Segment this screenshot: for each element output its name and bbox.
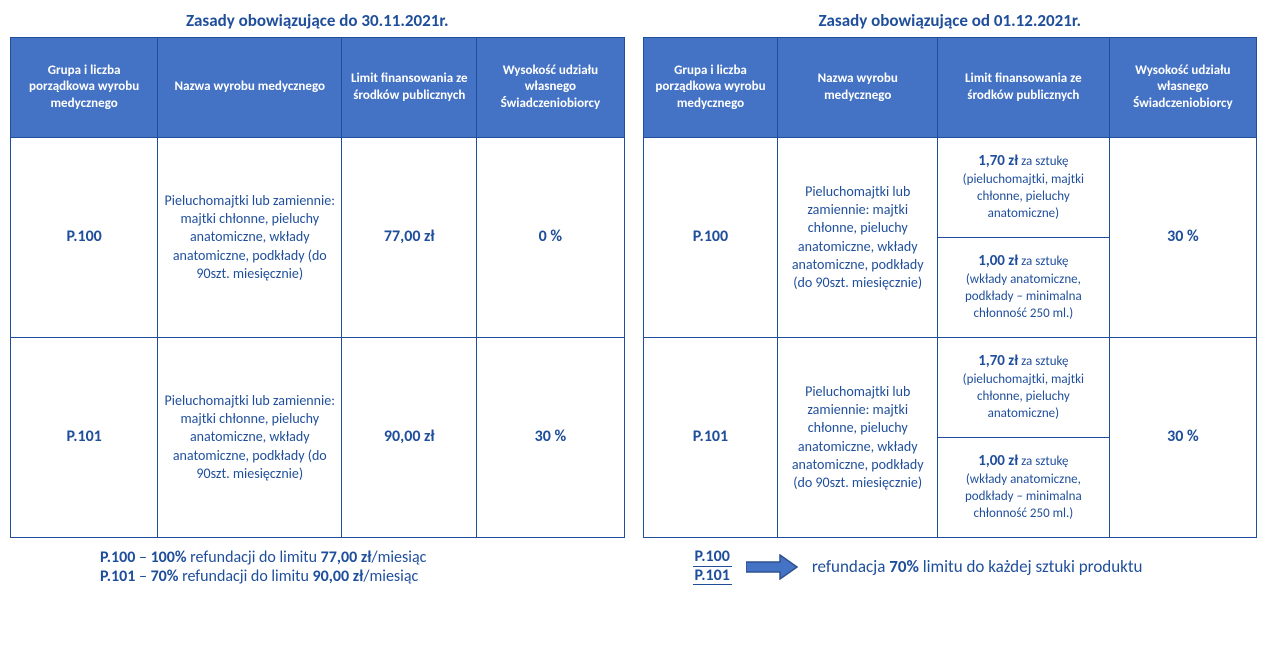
limit-unit: za sztukę: [1018, 354, 1068, 369]
cell-code: P.101: [11, 338, 158, 538]
panel-right: Zasady obowiązujące od 01.12.2021r. Grup…: [643, 10, 1258, 585]
footer-pct: 100%: [151, 548, 187, 567]
cell-share: 30 %: [477, 338, 624, 538]
footer-pre: refundacja: [812, 556, 889, 577]
footer-suffix: /miesiąc: [363, 567, 418, 586]
footer-code-2: P.101: [693, 567, 732, 586]
th-col3: Limit finansowania ze środków publicznyc…: [342, 38, 477, 138]
limit-note: (wkłady anatomiczne, podkłady – minimaln…: [965, 272, 1082, 321]
cell-desc: Pieluchomajtki lub zamiennie: majtki chł…: [778, 338, 938, 538]
cell-code: P.100: [643, 138, 778, 338]
cell-limit-a: 1,70 zł za sztukę (pieluchomajtki, majtk…: [937, 138, 1109, 238]
footer-pct: 70%: [151, 567, 179, 586]
th-col2: Nazwa wyrobu medycznego: [158, 38, 342, 138]
cell-share: 30 %: [1109, 338, 1256, 538]
cell-limit-b: 1,00 zł za sztukę (wkłady anatomiczne, p…: [937, 438, 1109, 538]
footer-line-2: P.101 – 70% refundacji do limitu 90,00 z…: [100, 567, 625, 586]
cell-limit: 77,00 zł: [342, 138, 477, 338]
limit-price: 1,00 zł: [978, 252, 1018, 270]
title-left: Zasady obowiązujące do 30.11.2021r.: [10, 10, 625, 31]
limit-note: (wkłady anatomiczne, podkłady – minimaln…: [965, 472, 1082, 521]
title-right-prefix: Zasady obowiązujące: [819, 10, 972, 31]
comparison-wrap: Zasady obowiązujące do 30.11.2021r. Grup…: [10, 10, 1257, 586]
footer-pct: 70%: [889, 556, 919, 577]
limit-unit: za sztukę: [1018, 154, 1068, 169]
cell-limit: 90,00 zł: [342, 338, 477, 538]
footer-code: P.100: [100, 548, 135, 567]
th-col4: Wysokość udziału własnego Świadczeniobio…: [1109, 38, 1256, 138]
footer-right-text: refundacja 70% limitu do każdej sztuki p…: [812, 556, 1143, 577]
cell-code: P.101: [643, 338, 778, 538]
panel-left: Zasady obowiązujące do 30.11.2021r. Grup…: [10, 10, 625, 586]
limit-unit: za sztukę: [1018, 454, 1068, 469]
th-col3: Limit finansowania ze środków publicznyc…: [937, 38, 1109, 138]
th-col1: Grupa i liczba porządkowa wyrobu medyczn…: [11, 38, 158, 138]
cell-share: 30 %: [1109, 138, 1256, 338]
header-row: Grupa i liczba porządkowa wyrobu medyczn…: [643, 38, 1257, 138]
footer-dash: –: [135, 567, 150, 586]
cell-desc: Pieluchomajtki lub zamiennie: majtki chł…: [158, 138, 342, 338]
cell-limit-b: 1,00 zł za sztukę (wkłady anatomiczne, p…: [937, 238, 1109, 338]
header-row: Grupa i liczba porządkowa wyrobu medyczn…: [11, 38, 625, 138]
limit-note: (pieluchomajtki, majtki chłonne, pieluch…: [963, 172, 1084, 221]
footer-line-1: P.100 – 100% refundacji do limitu 77,00 …: [100, 548, 625, 567]
footer-suffix: /miesiąc: [371, 548, 426, 567]
footer-text: refundacji do limitu: [178, 567, 312, 586]
table-row: P.100 Pieluchomajtki lub zamiennie: majt…: [643, 138, 1257, 238]
arrow-right-icon: [746, 554, 798, 580]
footer-text: refundacji do limitu: [187, 548, 321, 567]
footer-right: P.100 P.101 refundacja 70% limitu do każ…: [643, 548, 1258, 585]
table-row: P.101 Pieluchomajtki lub zamiennie: majt…: [11, 338, 625, 538]
table-left: Grupa i liczba porządkowa wyrobu medyczn…: [10, 37, 625, 538]
title-right-suffix: od 01.12.2021r.: [972, 10, 1081, 31]
footer-left: P.100 – 100% refundacji do limitu 77,00 …: [10, 548, 625, 586]
cell-desc: Pieluchomajtki lub zamiennie: majtki chł…: [778, 138, 938, 338]
footer-amt: 90,00 zł: [313, 567, 364, 586]
footer-codes: P.100 P.101: [693, 548, 732, 585]
footer-code-1: P.100: [693, 548, 732, 567]
limit-price: 1,70 zł: [978, 152, 1018, 170]
footer-code: P.101: [100, 567, 135, 586]
footer-post: limitu do każdej sztuki produktu: [919, 556, 1143, 577]
footer-amt: 77,00 zł: [321, 548, 372, 567]
th-col4: Wysokość udziału własnego Świadczeniobio…: [477, 38, 624, 138]
limit-price: 1,70 zł: [978, 352, 1018, 370]
table-row: P.100 Pieluchomajtki lub zamiennie: majt…: [11, 138, 625, 338]
footer-dash: –: [135, 548, 150, 567]
table-row: P.101 Pieluchomajtki lub zamiennie: majt…: [643, 338, 1257, 438]
limit-price: 1,00 zł: [978, 452, 1018, 470]
th-col1: Grupa i liczba porządkowa wyrobu medyczn…: [643, 38, 778, 138]
limit-note: (pieluchomajtki, majtki chłonne, pieluch…: [963, 372, 1084, 421]
title-right: Zasady obowiązujące od 01.12.2021r.: [643, 10, 1258, 31]
th-col2: Nazwa wyrobu medycznego: [778, 38, 938, 138]
cell-limit-a: 1,70 zł za sztukę (pieluchomajtki, majtk…: [937, 338, 1109, 438]
cell-share: 0 %: [477, 138, 624, 338]
title-left-suffix: do 30.11.2021r.: [339, 10, 448, 31]
cell-code: P.100: [11, 138, 158, 338]
cell-desc: Pieluchomajtki lub zamiennie: majtki chł…: [158, 338, 342, 538]
limit-unit: za sztukę: [1018, 254, 1068, 269]
title-left-prefix: Zasady obowiązujące: [186, 10, 339, 31]
table-right: Grupa i liczba porządkowa wyrobu medyczn…: [643, 37, 1258, 538]
